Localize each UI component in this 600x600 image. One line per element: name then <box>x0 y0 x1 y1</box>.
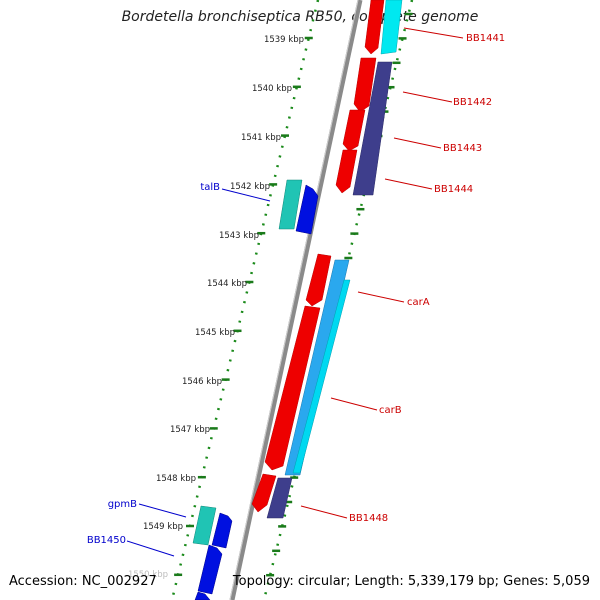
label-bb1444[interactable]: BB1444 <box>434 184 473 195</box>
label-leaders <box>126 27 464 557</box>
tick-label-1540: 1540 kbp <box>252 84 292 94</box>
leader-carb <box>330 397 378 411</box>
gene-bb1448-cds[interactable] <box>251 473 277 513</box>
label-cara[interactable]: carA <box>407 297 430 308</box>
tick-label-1544: 1544 kbp <box>207 279 247 289</box>
forward-strand-genes <box>192 179 319 600</box>
label-bb1448[interactable]: BB1448 <box>349 513 388 524</box>
gene-cara-feature[interactable] <box>284 259 350 476</box>
tick-label-1547: 1547 kbp <box>170 425 210 435</box>
gene-gpmb-feature[interactable] <box>192 505 217 546</box>
tick-label-1539: 1539 kbp <box>264 35 304 45</box>
leader-gpmb <box>138 503 187 518</box>
leader-talb <box>221 188 271 202</box>
gene-bb1443-cds[interactable] <box>342 109 366 152</box>
label-bb1450[interactable]: BB1450 <box>87 535 126 546</box>
accession-text: Accession: NC_002927 <box>9 574 157 589</box>
label-bb1443[interactable]: BB1443 <box>443 143 482 154</box>
tick-label-1548: 1548 kbp <box>156 474 196 484</box>
gene-bb1442-cds[interactable] <box>353 57 377 113</box>
gene-labels: BB1441 BB1442 BB1443 BB1444 carA carB BB… <box>87 33 505 546</box>
tick-label-1545: 1545 kbp <box>195 328 235 338</box>
label-carb[interactable]: carB <box>379 405 402 416</box>
genome-summary-text: Topology: circular; Length: 5,339,179 bp… <box>232 574 590 589</box>
genome-backbone-highlight <box>229 0 359 600</box>
label-bb1441[interactable]: BB1441 <box>466 33 505 44</box>
gene-cara-cds[interactable] <box>305 253 332 307</box>
leader-bb1441 <box>403 27 464 39</box>
gene-bb1450-cds[interactable] <box>197 544 223 595</box>
leader-bb1448 <box>300 505 348 519</box>
leader-bb1442 <box>402 91 453 103</box>
tick-label-1543: 1543 kbp <box>219 231 259 241</box>
gene-bb1441-cds[interactable] <box>364 0 385 55</box>
tick-label-1541: 1541 kbp <box>241 133 281 143</box>
gene-carb-feature[interactable] <box>292 279 351 474</box>
tick-label-1550: 1550 kbp <box>128 570 168 580</box>
major-ticks <box>174 36 313 577</box>
label-bb1442[interactable]: BB1442 <box>453 97 492 108</box>
gene-bb1450-extra[interactable] <box>194 591 211 600</box>
gene-bb1444-cds[interactable] <box>335 149 358 194</box>
gene-bb1442-feature[interactable] <box>352 61 393 196</box>
gene-bb1441-feature[interactable] <box>380 0 403 55</box>
leader-cara <box>357 291 405 303</box>
tick-labels: 1539 kbp 1540 kbp 1541 kbp 1542 kbp 1543… <box>128 35 304 580</box>
gene-talb-cds[interactable] <box>295 184 319 235</box>
label-gpmb[interactable]: gpmB <box>108 499 137 510</box>
label-talb[interactable]: talB <box>200 182 220 193</box>
gene-carb-cds[interactable] <box>264 305 321 471</box>
gene-talb-feature[interactable] <box>278 179 303 230</box>
reverse-strand-genes <box>251 0 403 519</box>
tick-label-1546: 1546 kbp <box>182 377 222 387</box>
leader-bb1450 <box>126 540 175 557</box>
leader-bb1443 <box>393 137 442 149</box>
tick-label-1549: 1549 kbp <box>143 522 183 532</box>
gene-gpmb-cds[interactable] <box>211 512 233 549</box>
gene-bb1448-feature[interactable] <box>266 477 293 519</box>
tick-label-1542: 1542 kbp <box>230 182 270 192</box>
leader-bb1444 <box>384 178 433 190</box>
